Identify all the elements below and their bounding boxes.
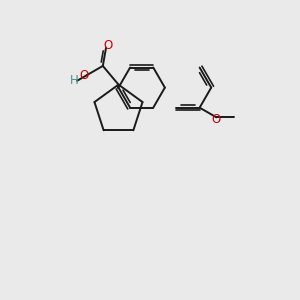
Text: O: O (80, 69, 89, 82)
Text: H: H (70, 74, 79, 87)
Text: O: O (212, 113, 221, 126)
Text: O: O (103, 39, 112, 52)
